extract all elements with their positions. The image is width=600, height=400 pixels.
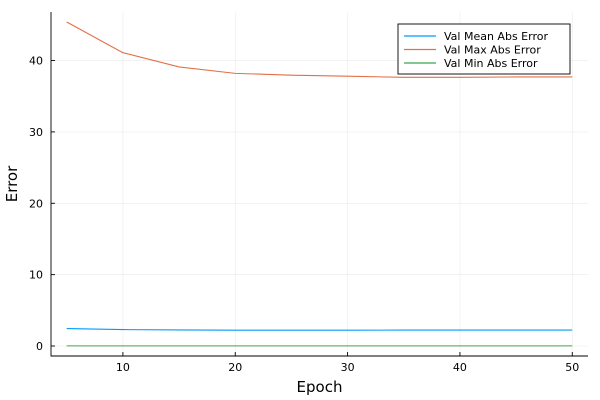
series-lines — [66, 21, 573, 347]
axis-frame — [50, 12, 588, 357]
tick-labels: 10 20 30 40 50 0 10 20 30 40 — [29, 55, 579, 374]
series-line-2 — [66, 21, 573, 78]
y-tick-label: 10 — [29, 269, 43, 282]
y-tick-label: 40 — [29, 55, 43, 68]
legend-label-1: Val Mean Abs Error — [444, 30, 548, 43]
y-axis-title: Error — [3, 165, 21, 202]
legend-label-2: Val Max Abs Error — [444, 44, 541, 57]
y-tick-label: 30 — [29, 126, 43, 139]
x-tick-label: 30 — [341, 361, 355, 374]
y-tick-label: 0 — [36, 340, 43, 353]
y-tick-label: 20 — [29, 197, 43, 210]
x-tick-label: 20 — [228, 361, 242, 374]
axes — [50, 12, 588, 357]
x-tick-label: 40 — [453, 361, 467, 374]
series-line-1 — [66, 327, 573, 331]
x-tick-label: 10 — [116, 361, 130, 374]
x-tick-label: 50 — [565, 361, 579, 374]
legend-label-3: Val Min Abs Error — [444, 57, 538, 70]
x-axis-title: Epoch — [297, 378, 343, 396]
